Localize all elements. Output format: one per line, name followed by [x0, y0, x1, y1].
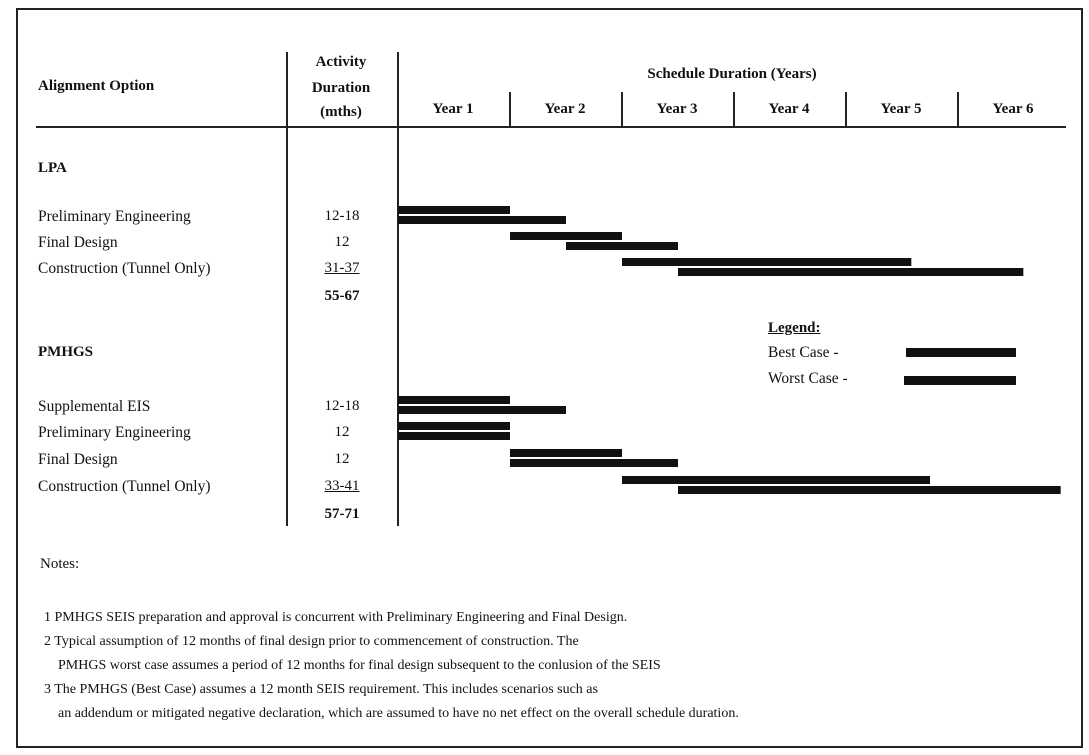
activity-label: Construction (Tunnel Only) [38, 260, 211, 277]
best-case-bar [510, 449, 622, 457]
best-case-bar [622, 476, 930, 484]
worst-case-bar [398, 216, 566, 224]
activity-label: Preliminary Engineering [38, 208, 191, 225]
note-line: 2 Typical assumption of 12 months of fin… [44, 634, 579, 649]
header-rule [36, 126, 1066, 128]
legend-best-swatch [906, 348, 1016, 357]
worst-case-bar [678, 268, 1024, 276]
activity-duration-header-line3: (mths) [320, 104, 362, 120]
year-label: Year 1 [432, 101, 474, 117]
activity-duration-header-line1: Activity [315, 54, 367, 70]
section-total-duration: 55-67 [324, 288, 360, 304]
column-divider [397, 52, 399, 526]
worst-case-bar [566, 242, 678, 250]
note-line: an addendum or mitigated negative declar… [44, 706, 739, 721]
activity-label: Final Design [38, 234, 118, 251]
best-case-bar [622, 258, 912, 266]
schedule-duration-header: Schedule Duration (Years) [647, 66, 817, 82]
best-case-bar [398, 206, 510, 214]
year-label: Year 5 [880, 101, 922, 117]
activity-label: Construction (Tunnel Only) [38, 478, 211, 495]
year-label: Year 6 [992, 101, 1034, 117]
section-title-pmhgs: PMHGS [38, 344, 93, 360]
activity-duration: 33-41 [302, 478, 382, 495]
year-divider [509, 92, 511, 128]
section-total-duration: 57-71 [324, 506, 360, 522]
worst-case-bar [398, 406, 566, 414]
legend-best-label: Best Case - [768, 344, 839, 361]
activity-duration-value: 33-41 [324, 478, 360, 494]
year-label: Year 4 [768, 101, 810, 117]
activity-duration: 12 [334, 451, 350, 467]
note-line: 1 PMHGS SEIS preparation and approval is… [44, 610, 628, 625]
year-divider [621, 92, 623, 128]
legend-worst-swatch [904, 376, 1016, 385]
activity-duration: 12 [334, 424, 350, 440]
year-label: Year 2 [544, 101, 586, 117]
alignment-option-header: Alignment Option [38, 78, 155, 94]
legend-worst-label: Worst Case - [768, 370, 848, 387]
worst-case-bar [510, 459, 678, 467]
activity-label: Supplemental EIS [38, 398, 151, 415]
notes-heading: Notes: [40, 556, 80, 572]
note-line: 3 The PMHGS (Best Case) assumes a 12 mon… [44, 682, 598, 697]
activity-duration: 12-18 [324, 208, 360, 224]
year-divider [845, 92, 847, 128]
activity-label: Final Design [38, 451, 118, 468]
section-title-lpa: LPA [38, 160, 67, 176]
worst-case-bar [398, 432, 510, 440]
best-case-bar [398, 396, 510, 404]
worst-case-bar [678, 486, 1061, 494]
best-case-bar [398, 422, 510, 430]
activity-duration-header-line2: Duration [311, 80, 371, 96]
activity-label: Preliminary Engineering [38, 424, 191, 441]
note-line: PMHGS worst case assumes a period of 12 … [44, 658, 661, 673]
activity-duration-value: 31-37 [324, 260, 360, 276]
best-case-bar [510, 232, 622, 240]
activity-duration: 12-18 [324, 398, 360, 414]
year-divider [957, 92, 959, 128]
legend-title: Legend: [768, 320, 821, 336]
column-divider [286, 52, 288, 526]
year-divider [733, 92, 735, 128]
activity-duration: 31-37 [302, 260, 382, 277]
year-label: Year 3 [656, 101, 698, 117]
activity-duration: 12 [334, 234, 350, 250]
schedule-frame [16, 8, 1083, 748]
